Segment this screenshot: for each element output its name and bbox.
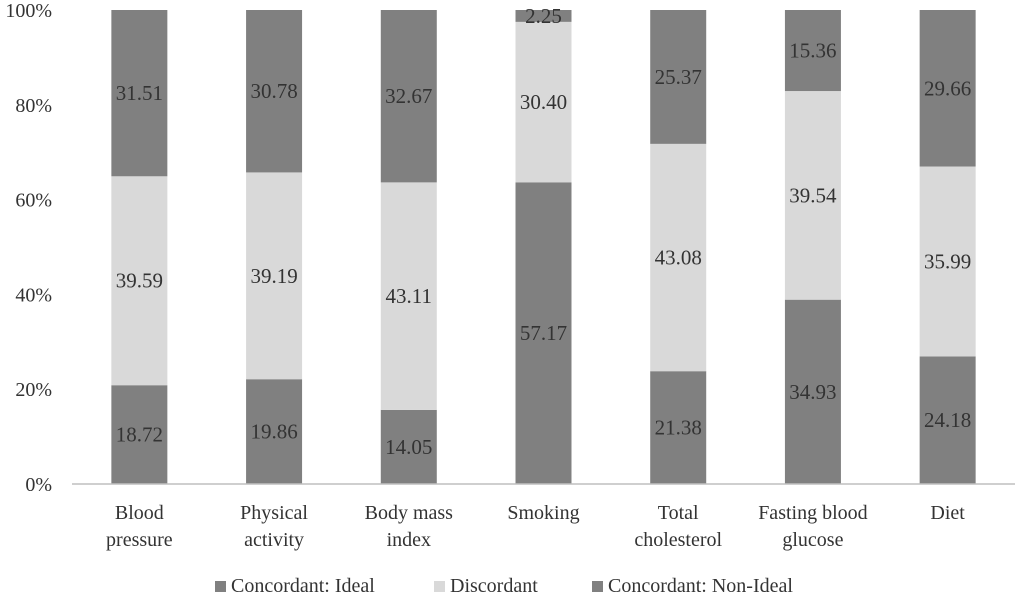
bar-segment (111, 176, 168, 386)
bar-segment (380, 409, 437, 484)
data-label: 39.54 (789, 183, 837, 207)
legend-swatch (592, 581, 603, 592)
y-tick-label: 20% (15, 379, 52, 401)
legend-label: Concordant: Ideal (231, 575, 375, 596)
data-label: 31.51 (116, 81, 163, 105)
data-label: 30.78 (250, 79, 297, 103)
data-label: 25.37 (655, 65, 702, 89)
bar-segment (111, 10, 168, 177)
x-tick-label: pressure (106, 529, 173, 551)
x-tick-label: Total (658, 502, 699, 524)
data-label: 18.72 (116, 423, 163, 447)
x-tick-label: cholesterol (634, 529, 722, 551)
bar-segment (515, 21, 572, 183)
data-label: 14.05 (385, 435, 432, 459)
bar-segment (919, 356, 976, 484)
x-tick-label: glucose (782, 529, 843, 551)
data-label: 39.59 (116, 269, 163, 293)
x-tick-label: Physical (240, 502, 308, 524)
data-label: 32.67 (385, 84, 432, 108)
x-tick-label: Smoking (507, 502, 579, 524)
y-tick-label: 40% (15, 284, 52, 306)
data-label: 57.17 (520, 321, 567, 345)
data-label: 30.40 (520, 90, 567, 114)
data-label: 43.11 (386, 284, 432, 308)
bar-segment (650, 371, 707, 484)
data-label: 2.25 (525, 4, 562, 28)
bar-segment (784, 299, 841, 484)
data-label: 24.18 (924, 408, 971, 432)
data-label: 34.93 (789, 380, 836, 404)
bars-group: 18.72 39.59 31.51 19.86 39.19 30.78 14.05 43.11… (111, 4, 976, 484)
x-tick-label: Blood (115, 502, 164, 524)
data-label: 43.08 (655, 246, 702, 270)
data-label: 35.99 (924, 249, 971, 273)
bar-segment (380, 10, 437, 183)
bar-segment (111, 385, 168, 484)
x-tick-label: index (387, 529, 431, 551)
legend-label: Discordant (450, 575, 538, 596)
legend-swatch (434, 581, 445, 592)
data-label: 15.36 (789, 39, 836, 63)
bar-segment (784, 91, 841, 300)
legend-swatch (215, 581, 226, 592)
bar-segment (246, 10, 303, 173)
bar-segment (650, 143, 707, 372)
x-tick-label: Fasting blood (758, 502, 867, 524)
data-label: 39.19 (250, 264, 297, 288)
y-tick-label: 0% (25, 474, 52, 496)
legend-label: Concordant: Non-Ideal (608, 575, 793, 596)
legend: Concordant: Ideal Discordant Concordant: N… (215, 575, 793, 596)
y-tick-label: 80% (15, 95, 52, 117)
y-axis: 0% 20% 40% 60% 80% 100% (5, 0, 52, 496)
x-tick-label: activity (244, 529, 304, 551)
data-label: 21.38 (655, 416, 702, 440)
data-label: 19.86 (250, 420, 297, 444)
x-tick-label: Diet (930, 502, 965, 524)
bar-segment (784, 10, 841, 92)
bar-segment (919, 166, 976, 357)
data-label: 29.66 (924, 76, 971, 100)
bar-segment (246, 172, 303, 380)
bar-segment (515, 182, 572, 484)
y-tick-label: 100% (5, 0, 52, 22)
y-tick-label: 60% (15, 190, 52, 212)
bar-segment (515, 10, 572, 22)
bar-segment (380, 182, 437, 410)
bar-segment (919, 10, 976, 167)
x-axis: Blood pressure Physical activity Body mass in… (72, 483, 1015, 551)
bar-segment (650, 10, 707, 144)
x-tick-label: Body mass (365, 502, 454, 524)
bar-segment (246, 379, 303, 484)
